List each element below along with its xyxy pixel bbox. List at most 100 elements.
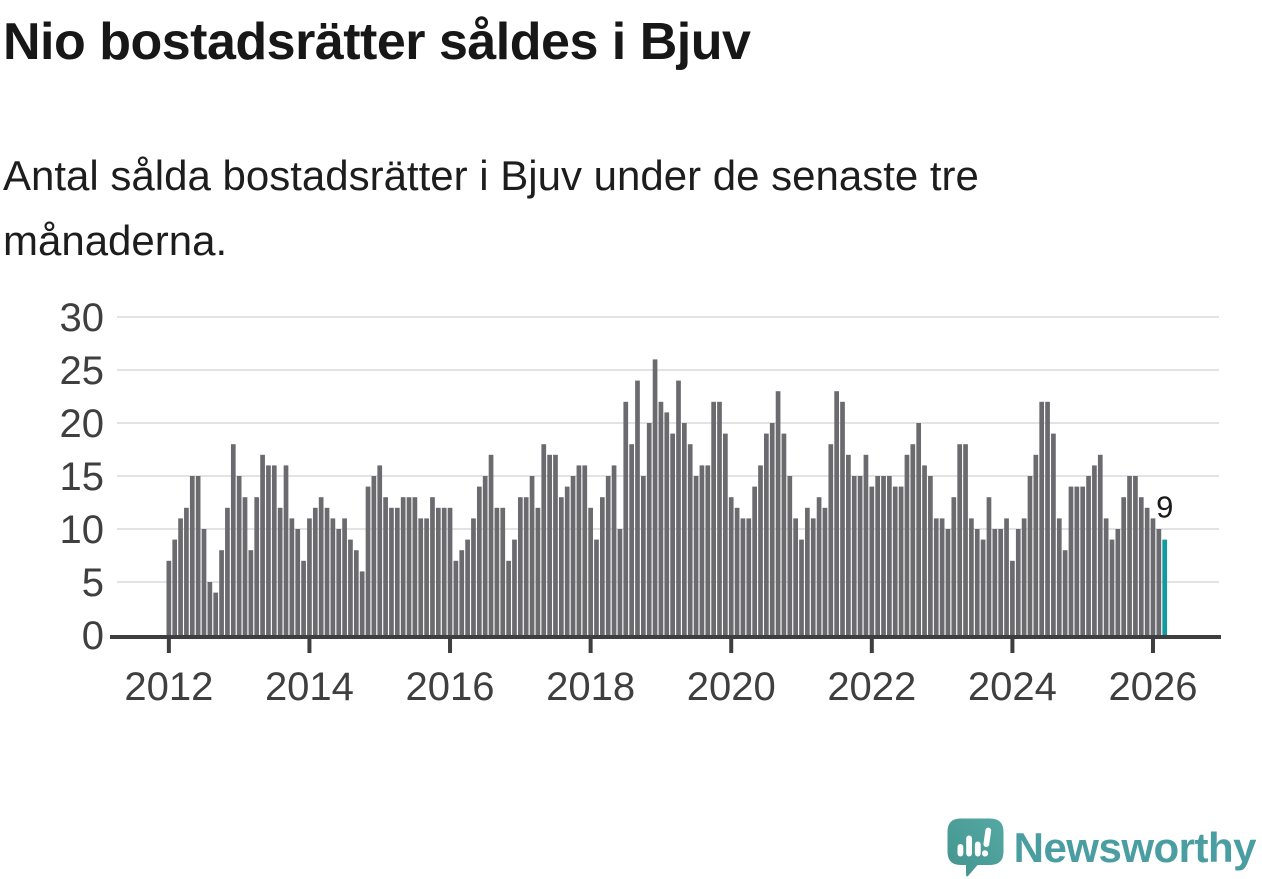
bar (945, 529, 951, 635)
bar (974, 529, 980, 635)
bar (1056, 518, 1062, 635)
bar (980, 539, 986, 635)
bar (1133, 476, 1138, 635)
bar (846, 454, 851, 635)
bar (494, 507, 500, 635)
bar (746, 518, 752, 635)
y-tick-label: 10 (60, 508, 105, 552)
bar (828, 444, 834, 635)
bar (1103, 518, 1109, 635)
bar (435, 507, 441, 635)
bar (1074, 486, 1080, 635)
bar (207, 582, 213, 635)
x-axis-tick (1150, 639, 1155, 653)
bar (225, 507, 230, 635)
bar (646, 423, 652, 635)
bar (295, 529, 301, 635)
bar (570, 476, 576, 635)
bar (1010, 560, 1015, 635)
bar (933, 518, 939, 635)
bar (670, 433, 675, 635)
bar (195, 476, 201, 635)
x-tick-label: 2016 (406, 665, 495, 709)
bar (922, 465, 927, 635)
bar (1015, 529, 1021, 635)
bar (371, 476, 377, 635)
bar (430, 497, 435, 635)
x-tick-label: 2020 (687, 665, 776, 709)
bar (383, 497, 388, 635)
bar (594, 539, 599, 635)
bar (652, 359, 658, 635)
bar (389, 507, 394, 635)
bar (394, 507, 400, 635)
bar (1121, 497, 1127, 635)
bar (717, 401, 722, 635)
bar (582, 465, 588, 635)
bar (898, 486, 904, 635)
bar (641, 476, 646, 635)
bar (488, 454, 494, 635)
bar (992, 529, 998, 635)
newsworthy-logo: Newsworthy (947, 818, 1257, 877)
y-tick-label: 25 (60, 349, 105, 393)
bar (676, 380, 681, 635)
bar (611, 465, 617, 635)
bar (857, 476, 863, 635)
bar (576, 465, 582, 635)
bar (517, 497, 523, 635)
bar (266, 465, 271, 635)
y-tick-label: 0 (82, 614, 104, 658)
bar (793, 518, 799, 635)
bar (166, 560, 172, 635)
bar (740, 518, 746, 635)
bar (998, 529, 1004, 635)
bar (723, 433, 728, 635)
bar (400, 497, 406, 635)
bar (892, 486, 898, 635)
bar (775, 391, 781, 635)
x-axis-tick (1010, 639, 1015, 653)
bar (330, 518, 336, 635)
bar (336, 529, 342, 635)
bar (822, 507, 828, 635)
bar (307, 518, 312, 635)
bar (904, 454, 910, 635)
bar (693, 476, 699, 635)
bar (664, 412, 670, 635)
bar (471, 518, 476, 635)
bar (1062, 550, 1068, 635)
x-axis-tick (729, 639, 734, 653)
x-axis-line (110, 635, 1221, 639)
bar (441, 507, 447, 635)
bar (869, 486, 875, 635)
page-title: Nio bostadsrätter såldes i Bjuv (3, 13, 751, 71)
bar (1051, 433, 1056, 635)
bar (1115, 529, 1121, 635)
bar (711, 401, 716, 635)
bar (1086, 476, 1091, 635)
bar (248, 550, 254, 635)
bar (1138, 497, 1144, 635)
bar (1150, 518, 1156, 635)
bar (459, 550, 465, 635)
bar (1109, 539, 1115, 635)
y-tick-label: 5 (82, 561, 104, 605)
bar (758, 465, 763, 635)
bar (623, 401, 629, 635)
bar (1097, 454, 1103, 635)
y-tick-label: 30 (60, 296, 105, 340)
bar (910, 444, 916, 635)
bar (523, 497, 529, 635)
bar (476, 486, 482, 635)
bar (541, 444, 547, 635)
x-axis-tick (869, 639, 874, 653)
bar (219, 550, 224, 635)
bar (242, 497, 248, 635)
bar (377, 465, 383, 635)
bar (465, 539, 470, 635)
bar (799, 539, 804, 635)
bar (781, 433, 787, 635)
bar (851, 476, 857, 635)
bar (986, 497, 992, 635)
